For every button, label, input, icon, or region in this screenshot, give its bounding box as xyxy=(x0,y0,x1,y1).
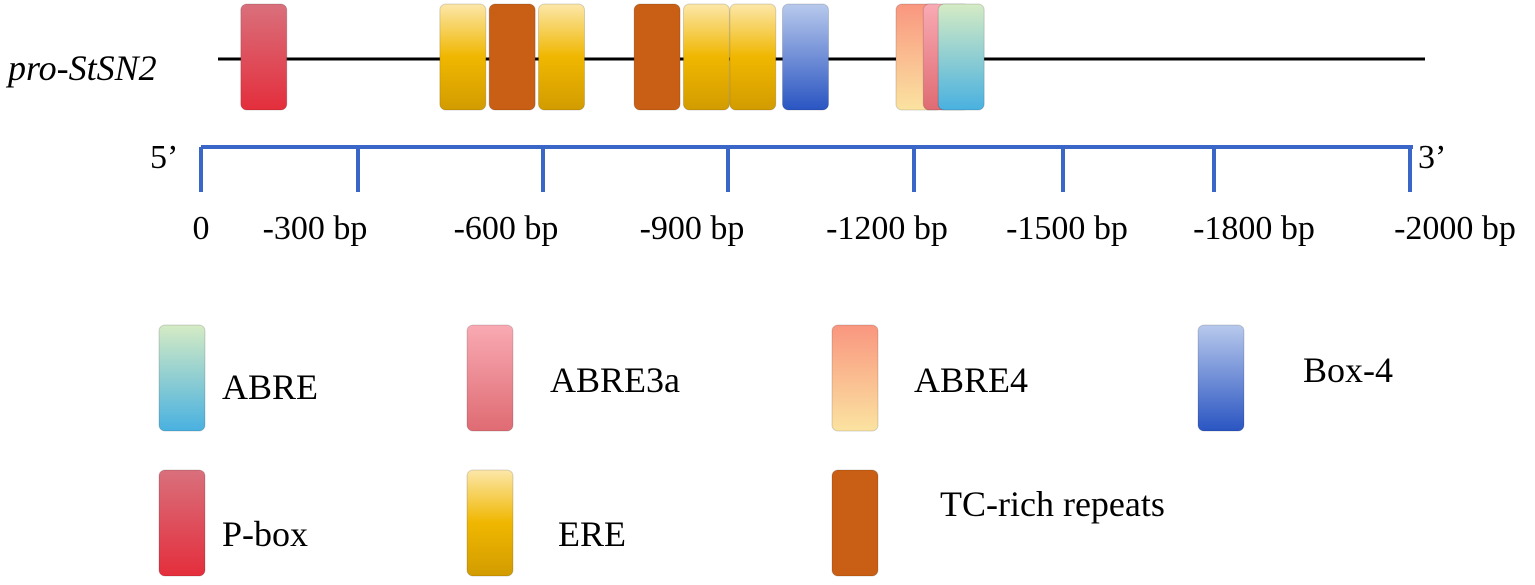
five-prime-label: 5’ xyxy=(150,139,178,176)
legend-item-abre4: ABRE4 xyxy=(831,324,1028,432)
legend-swatch xyxy=(158,469,206,577)
legend-item-p-box: P-box xyxy=(158,469,308,577)
element-box-4 xyxy=(782,3,829,111)
scale-tick-label: -900 bp xyxy=(640,210,745,247)
scale-tick-label: -1800 bp xyxy=(1193,210,1315,247)
scale-tick-label: -2000 bp xyxy=(1394,210,1516,247)
legend-swatch xyxy=(1197,324,1245,432)
scale-tick-label: -1500 bp xyxy=(1006,210,1128,247)
element-ere xyxy=(682,3,730,111)
legend-swatch xyxy=(466,324,514,432)
element-p-box xyxy=(240,3,288,111)
legend-swatch xyxy=(831,469,879,577)
legend-label: P-box xyxy=(222,514,308,554)
legend-label: ABRE xyxy=(222,367,318,407)
element-ere xyxy=(538,3,585,111)
legend-label: ABRE3a xyxy=(550,360,680,400)
element-abre xyxy=(937,3,985,111)
cis-elements-track xyxy=(240,3,985,111)
scale-tick-label: 0 xyxy=(193,210,210,247)
element-ere xyxy=(729,3,777,111)
gene-name-label: pro-StSN2 xyxy=(5,48,157,88)
legend-item-abre: ABRE xyxy=(158,324,318,432)
scale-tick-label: -300 bp xyxy=(263,210,368,247)
legend-label: ERE xyxy=(558,514,626,554)
legend-item-ere: ERE xyxy=(466,469,626,577)
element-tc-rich xyxy=(633,3,681,111)
element-ere xyxy=(439,3,487,111)
legend-swatch xyxy=(831,324,879,432)
legend-swatch xyxy=(466,469,514,577)
legend-label: ABRE4 xyxy=(914,360,1028,400)
scale-tick-label: -600 bp xyxy=(454,210,559,247)
scale-tick-label: -1200 bp xyxy=(826,210,948,247)
legend-item-abre3a: ABRE3a xyxy=(466,324,680,432)
bp-scale-bar: 0 -300 bp -600 bp -900 bp -1200 bp -1500 bp -1… xyxy=(193,145,1516,247)
legend-item-tc-rich: TC-rich repeats xyxy=(831,469,1165,577)
element-tc-rich xyxy=(488,3,536,111)
legend-label: TC-rich repeats xyxy=(940,484,1165,524)
legend-swatch xyxy=(158,324,206,432)
legend: ABRE ABRE3a ABRE4 Box-4 P-box ERE TC-rich repe… xyxy=(158,324,1393,577)
legend-label: Box-4 xyxy=(1303,350,1393,390)
legend-item-box-4: Box-4 xyxy=(1197,324,1393,432)
three-prime-label: 3’ xyxy=(1418,139,1446,176)
